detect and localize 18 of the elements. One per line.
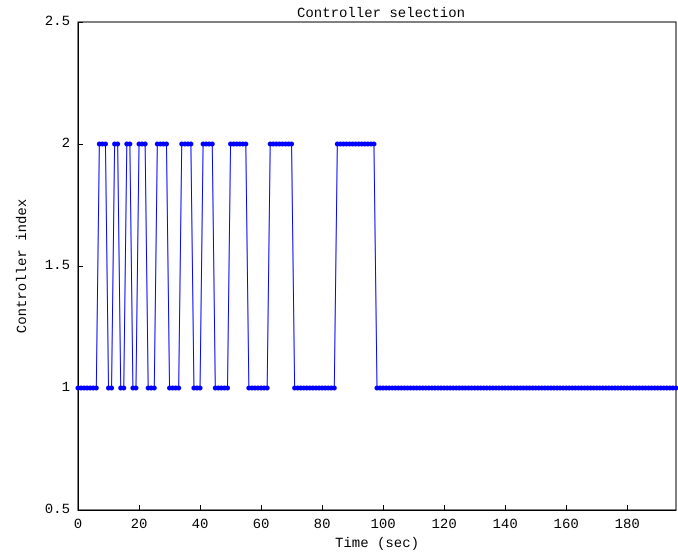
x-axis-title: Time (sec) (334, 536, 420, 552)
y-axis-title: Controller index (15, 198, 31, 334)
x-tick-label: 140 (492, 517, 518, 533)
x-tick-label: 0 (74, 517, 82, 533)
x-tick-label: 60 (252, 517, 270, 533)
x-tick-label: 20 (130, 517, 148, 533)
x-tick-label: 180 (614, 517, 640, 533)
y-tick-label: 1.5 (44, 258, 70, 274)
x-tick-label: 100 (370, 517, 396, 533)
y-tick-label: 0.5 (44, 502, 70, 518)
x-tick-label: 40 (192, 517, 208, 533)
x-tick-label: 160 (554, 517, 579, 533)
x-tick-label: 120 (432, 517, 457, 533)
y-tick-label: 2.5 (44, 14, 70, 30)
x-tick-label: 80 (314, 517, 330, 533)
y-tick-label: 1 (62, 380, 70, 396)
y-tick-label: 2 (62, 136, 70, 152)
chart-title: Controller selection (296, 6, 466, 22)
